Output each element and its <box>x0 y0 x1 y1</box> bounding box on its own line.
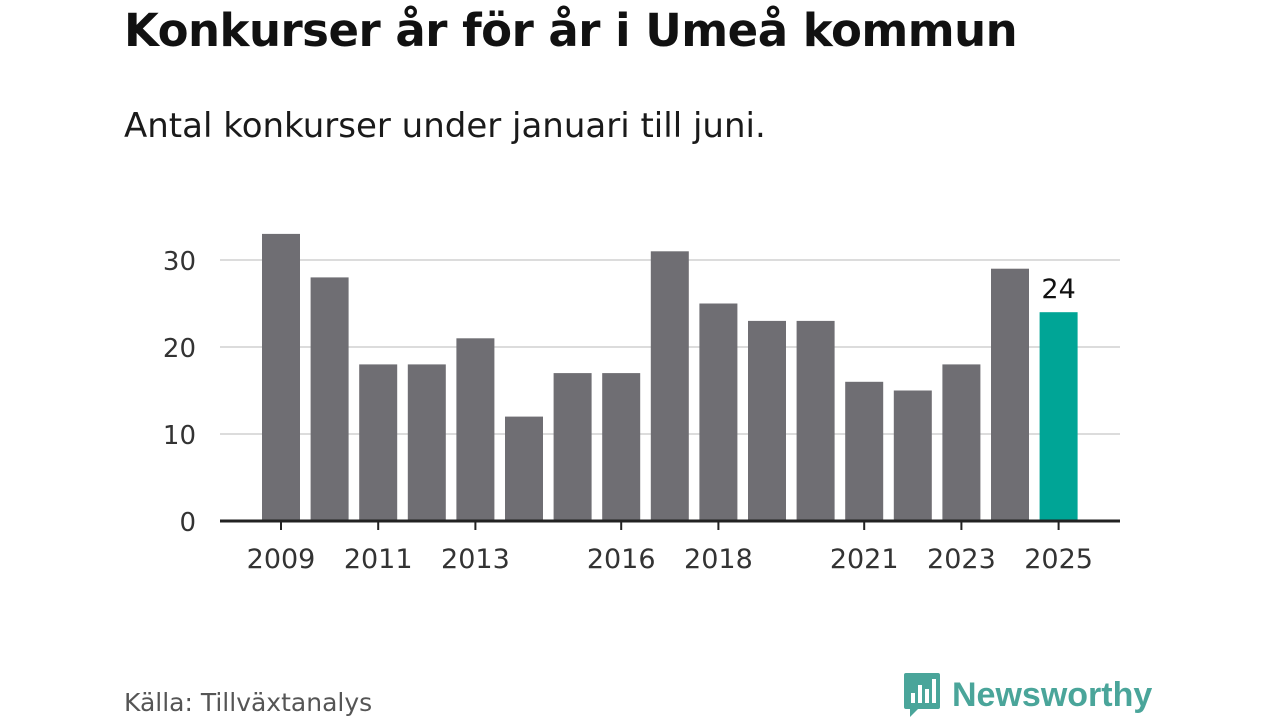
bar-2016 <box>602 373 641 521</box>
bar-2010 <box>310 277 349 521</box>
y-tick-label: 30 <box>163 247 196 277</box>
bar-2022 <box>893 390 932 521</box>
y-tick-label: 10 <box>163 421 196 451</box>
chart-title: Konkurser år för år i Umeå kommun <box>124 4 1018 57</box>
x-tick-label-2011: 2011 <box>344 544 413 575</box>
x-tick-label-2021: 2021 <box>830 544 899 575</box>
bar-2013 <box>456 338 495 521</box>
bar-2015 <box>553 373 592 521</box>
bar-2025 <box>1039 312 1078 521</box>
chart-subtitle: Antal konkurser under januari till juni. <box>124 106 766 146</box>
bar-2017 <box>650 251 689 522</box>
bar-2021 <box>845 381 884 521</box>
bar-2018 <box>699 303 738 521</box>
bar-2011 <box>359 364 398 521</box>
bar-2020 <box>796 320 835 521</box>
bar-2023 <box>942 364 981 521</box>
bar-chart-logo-icon <box>904 673 940 717</box>
x-tick-label-2018: 2018 <box>684 544 753 575</box>
bar-2009 <box>262 233 300 521</box>
x-tick-label-2025: 2025 <box>1024 544 1093 575</box>
bar-2024 <box>991 268 1029 521</box>
data-label-2025: 24 <box>1041 274 1075 305</box>
y-tick-label: 20 <box>163 334 196 364</box>
x-tick-label-2023: 2023 <box>927 544 996 575</box>
bar-2012 <box>407 364 446 521</box>
source-note: Källa: Tillväxtanalys <box>124 688 373 717</box>
y-tick-label: 0 <box>179 508 196 538</box>
brand-name: Newsworthy <box>952 675 1153 714</box>
bar-chart: 0 10 20 30 24 2009 2011 2013 2016 2018 2021 2023 202… <box>163 233 1120 575</box>
x-tick-label-2009: 2009 <box>247 544 316 575</box>
newsworthy-logo: Newsworthy <box>902 670 1152 720</box>
x-tick-label-2016: 2016 <box>587 544 656 575</box>
bar-2019 <box>748 320 786 521</box>
bar-2014 <box>505 416 543 521</box>
x-tick-label-2013: 2013 <box>441 544 510 575</box>
